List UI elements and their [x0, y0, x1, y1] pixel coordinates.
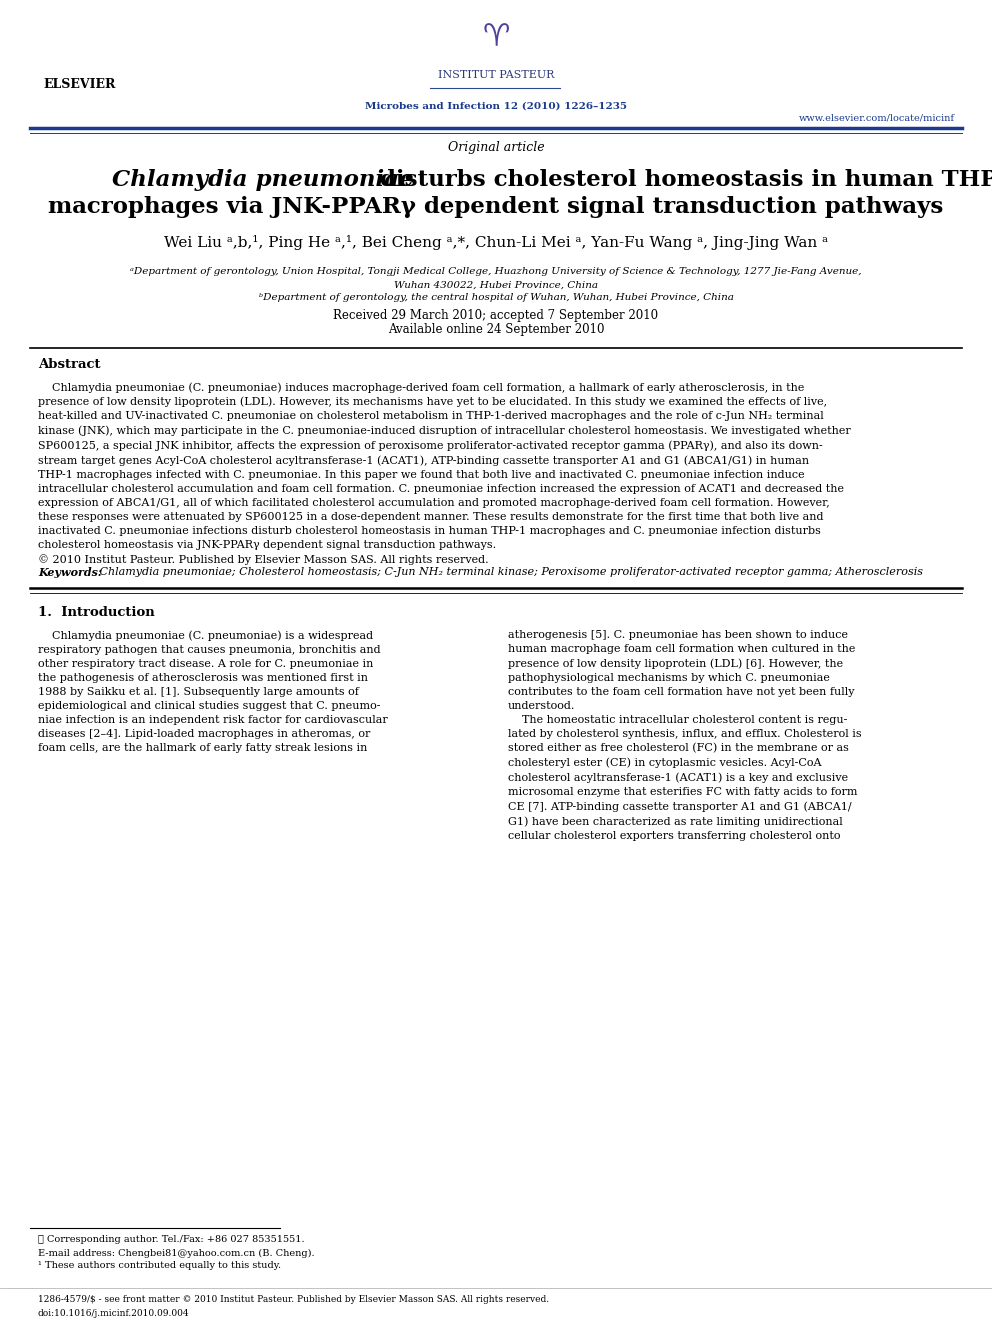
Text: www.elsevier.com/locate/micinf: www.elsevier.com/locate/micinf	[799, 114, 955, 123]
Text: Wuhan 430022, Hubei Province, China: Wuhan 430022, Hubei Province, China	[394, 280, 598, 290]
Text: Original article: Original article	[447, 142, 545, 155]
Text: disturbs cholesterol homeostasis in human THP-1: disturbs cholesterol homeostasis in huma…	[372, 169, 992, 191]
Text: INSTITUT PASTEUR: INSTITUT PASTEUR	[437, 70, 555, 79]
Text: 1286-4579/$ - see front matter © 2010 Institut Pasteur. Published by Elsevier Ma: 1286-4579/$ - see front matter © 2010 In…	[38, 1295, 550, 1304]
Text: atherogenesis [5]. C. pneumoniae has been shown to induce
human macrophage foam : atherogenesis [5]. C. pneumoniae has bee…	[508, 630, 862, 840]
Text: ★ Corresponding author. Tel./Fax: +86 027 85351551.: ★ Corresponding author. Tel./Fax: +86 02…	[38, 1236, 305, 1245]
Text: ¹ These authors contributed equally to this study.: ¹ These authors contributed equally to t…	[38, 1262, 281, 1270]
Text: Chlamydia pneumoniae: Chlamydia pneumoniae	[112, 169, 414, 191]
Text: Microbes and Infection 12 (2010) 1226–1235: Microbes and Infection 12 (2010) 1226–12…	[365, 102, 627, 111]
Text: Wei Liu ᵃ,b,¹, Ping He ᵃ,¹, Bei Cheng ᵃ,*, Chun-Li Mei ᵃ, Yan-Fu Wang ᵃ, Jing-Ji: Wei Liu ᵃ,b,¹, Ping He ᵃ,¹, Bei Cheng ᵃ,…	[164, 235, 828, 250]
Text: Keywords:: Keywords:	[38, 566, 102, 578]
Text: Available online 24 September 2010: Available online 24 September 2010	[388, 324, 604, 336]
Text: Received 29 March 2010; accepted 7 September 2010: Received 29 March 2010; accepted 7 Septe…	[333, 310, 659, 323]
Text: 1.  Introduction: 1. Introduction	[38, 606, 155, 618]
Text: ᵇDepartment of gerontology, the central hospital of Wuhan, Wuhan, Hubei Province: ᵇDepartment of gerontology, the central …	[259, 292, 733, 302]
Text: ELSEVIER: ELSEVIER	[44, 78, 116, 91]
Text: Chlamydia pneumoniae (C. pneumoniae) is a widespread
respiratory pathogen that c: Chlamydia pneumoniae (C. pneumoniae) is …	[38, 630, 388, 753]
Text: ♈: ♈	[482, 24, 510, 53]
Text: Chlamydia pneumoniae; Cholesterol homeostasis; C-Jun NH₂ terminal kinase; Peroxi: Chlamydia pneumoniae; Cholesterol homeos…	[96, 568, 923, 577]
Text: ᵃDepartment of gerontology, Union Hospital, Tongji Medical College, Huazhong Uni: ᵃDepartment of gerontology, Union Hospit…	[130, 267, 862, 277]
Text: E-mail address: Chengbei81@yahoo.com.cn (B. Cheng).: E-mail address: Chengbei81@yahoo.com.cn …	[38, 1249, 314, 1258]
Text: macrophages via JNK-PPARγ dependent signal transduction pathways: macrophages via JNK-PPARγ dependent sign…	[49, 196, 943, 218]
Text: doi:10.1016/j.micinf.2010.09.004: doi:10.1016/j.micinf.2010.09.004	[38, 1308, 189, 1318]
Text: Chlamydia pneumoniae (C. pneumoniae) induces macrophage-derived foam cell format: Chlamydia pneumoniae (C. pneumoniae) ind…	[38, 382, 851, 565]
Text: Abstract: Abstract	[38, 359, 100, 372]
